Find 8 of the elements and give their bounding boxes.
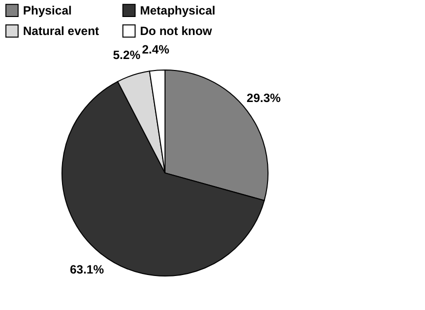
legend-label: Metaphysical bbox=[140, 3, 216, 18]
legend-label: Do not know bbox=[140, 24, 213, 38]
data-label: 63.1% bbox=[70, 262, 104, 276]
data-label: 5.2% bbox=[113, 48, 141, 62]
data-label: 2.4% bbox=[142, 42, 170, 56]
legend-label: Physical bbox=[23, 3, 72, 18]
data-label: 29.3% bbox=[246, 90, 282, 105]
legend-label: Natural event bbox=[23, 24, 100, 38]
